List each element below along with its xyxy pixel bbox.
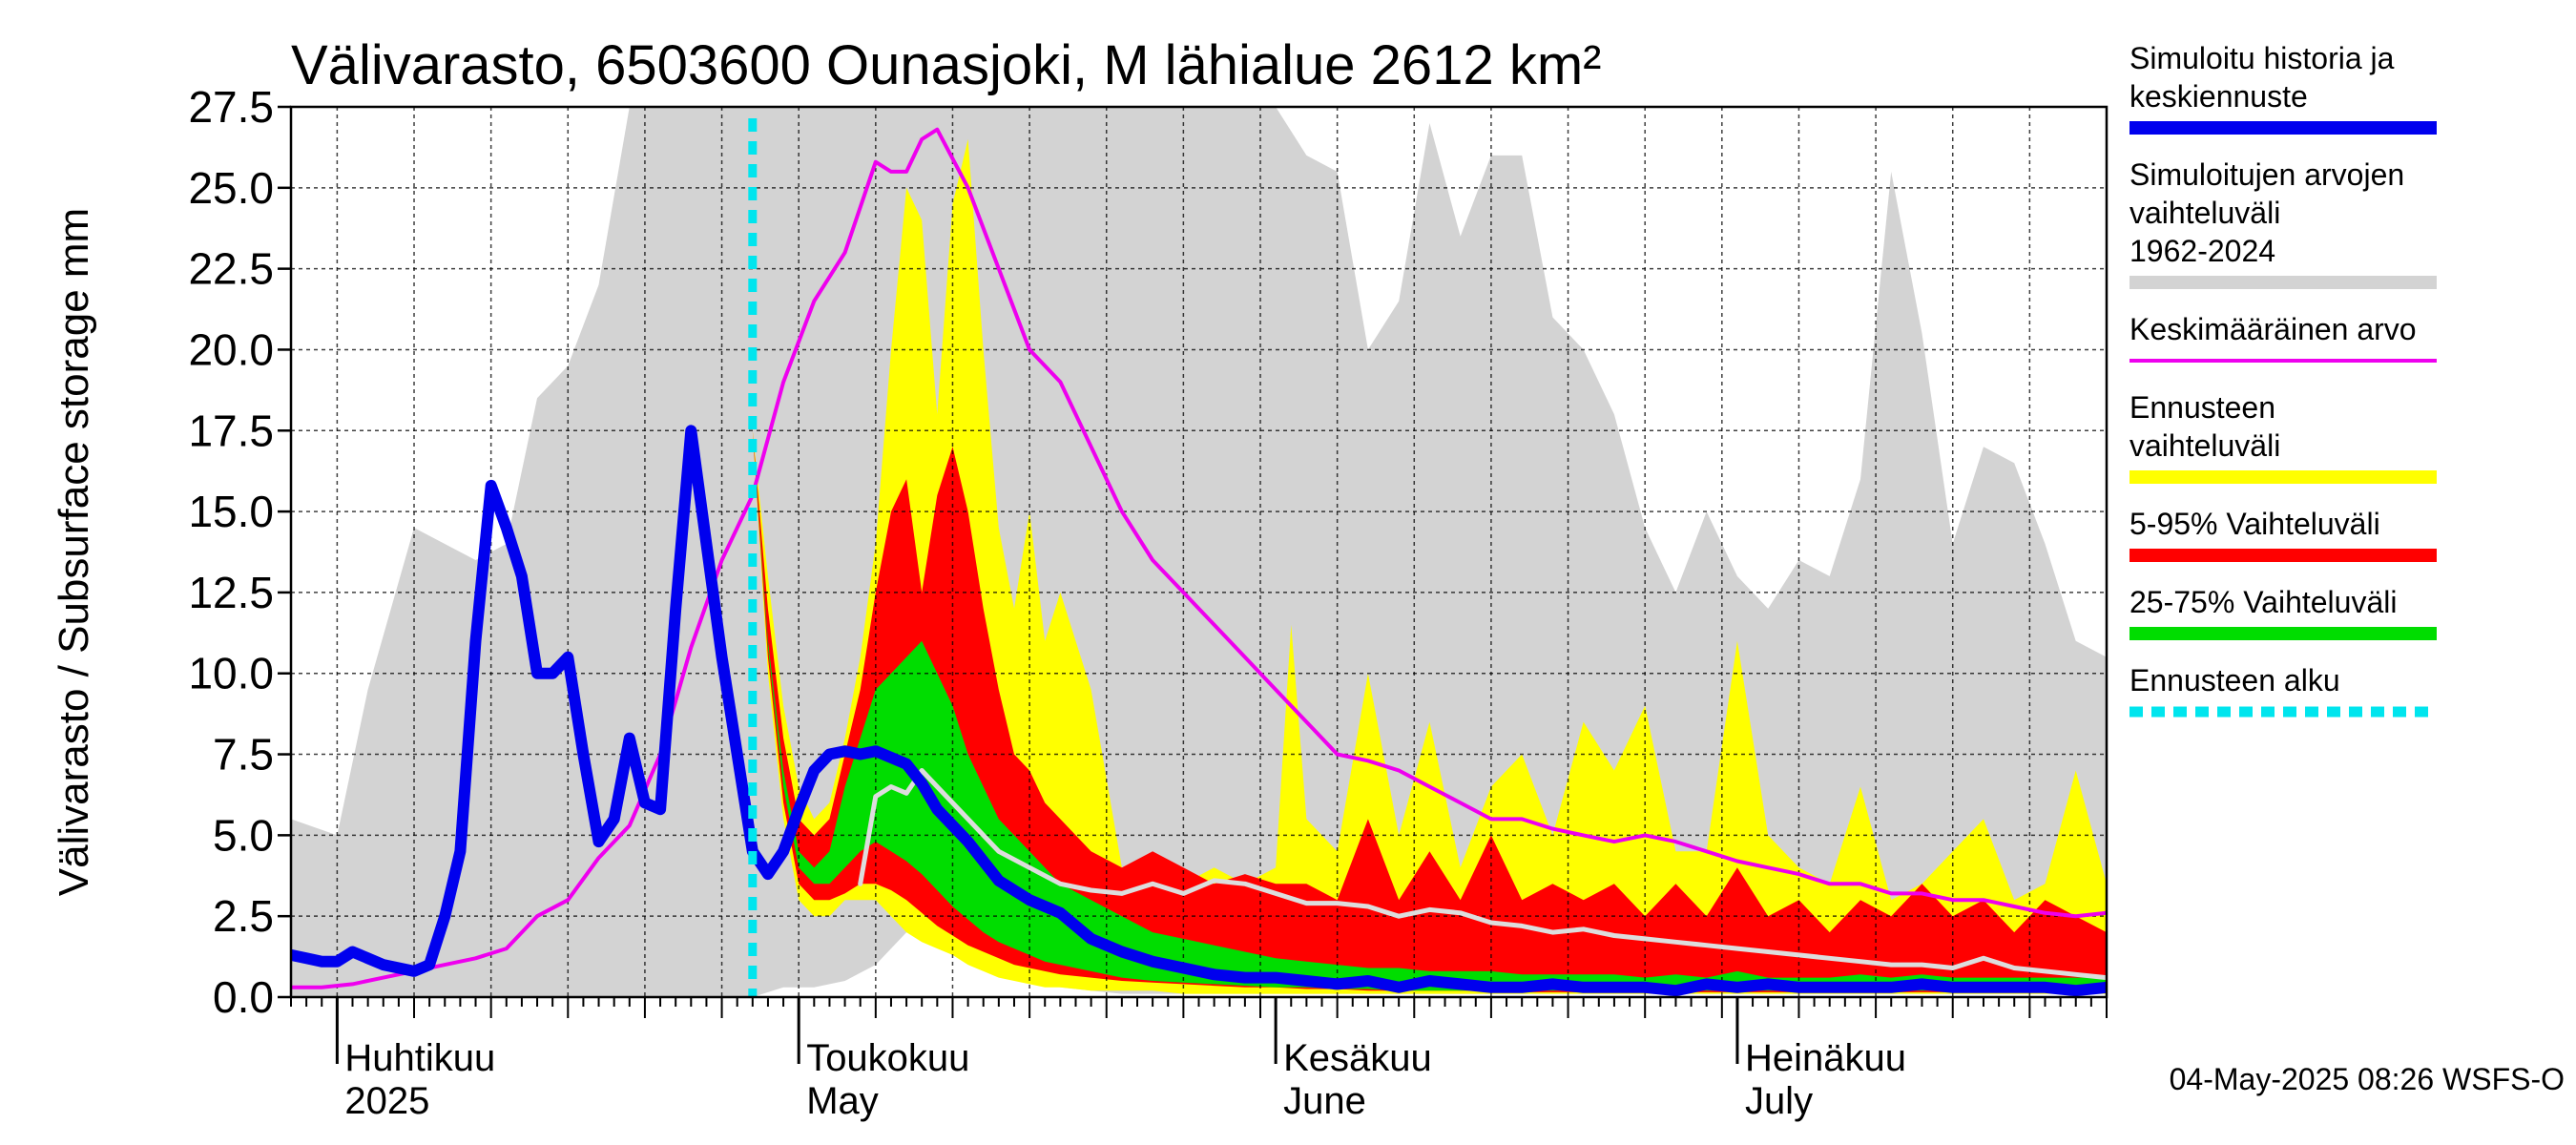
x-month-label: Huhtikuu: [344, 1037, 495, 1079]
legend-label: Simuloitujen arvojen: [2129, 157, 2404, 192]
grid: [291, 107, 2107, 997]
x-month-sublabel: July: [1745, 1080, 1813, 1122]
plot-area: [291, 107, 2107, 997]
legend-label: vaihteluväli: [2129, 428, 2280, 463]
history-line: [291, 425, 2107, 997]
legend: Simuloitu historia ja keskiennuste Simuloi…: [2129, 41, 2437, 718]
x-month-label: Heinäkuu: [1745, 1037, 1906, 1079]
median-forecast-line: [858, 768, 2107, 981]
y-tick-label: 15.0: [188, 487, 274, 536]
axes: 0.0 2.5 5.0 7.5 10.0 12.5 15.0 17.5 20.0 22.5 25.0…: [188, 82, 2109, 1122]
y-tick-label: 12.5: [188, 568, 274, 617]
x-month-label: Toukokuu: [806, 1037, 969, 1079]
legend-label: Keskimääräinen arvo: [2129, 312, 2417, 346]
legend-label: 25-75% Vaihteluväli: [2129, 585, 2397, 619]
y-axis-label: Välivarasto / Subsurface storage mm: [51, 208, 97, 896]
y-tick-label: 0.0: [213, 972, 274, 1022]
legend-label: Ennusteen alku: [2129, 663, 2340, 697]
y-tick-label: 17.5: [188, 406, 274, 455]
x-month-sublabel: 2025: [344, 1080, 429, 1122]
x-month-label: Kesäkuu: [1283, 1037, 1432, 1079]
plot-content: [291, 107, 2107, 997]
legend-label: 1962-2024: [2129, 234, 2275, 268]
mean-line: [291, 127, 2107, 989]
y-tick-label: 20.0: [188, 324, 274, 374]
x-month-sublabel: May: [806, 1080, 879, 1122]
y-tick-label: 7.5: [213, 730, 274, 780]
p5-95-band: [752, 430, 2107, 992]
y-tick-label: 22.5: [188, 244, 274, 294]
legend-label: Ennusteen: [2129, 390, 2275, 425]
x-month-sublabel: June: [1283, 1080, 1366, 1122]
y-tick-label: 5.0: [213, 810, 274, 860]
y-tick-label: 27.5: [188, 82, 274, 132]
historical-range-band: [291, 107, 2107, 997]
y-tick-label: 25.0: [188, 163, 274, 213]
legend-label: keskiennuste: [2129, 79, 2308, 114]
legend-label: vaihteluväli: [2129, 196, 2280, 230]
forecast-range-band: [752, 138, 2107, 994]
legend-label: Simuloitu historia ja: [2129, 41, 2395, 75]
timestamp-footer: 04-May-2025 08:26 WSFS-O: [2170, 1062, 2565, 1096]
legend-label: 5-95% Vaihteluväli: [2129, 507, 2380, 541]
y-tick-label: 10.0: [188, 649, 274, 698]
y-tick-label: 2.5: [213, 891, 274, 941]
chart-title: Välivarasto, 6503600 Ounasjoki, M lähial…: [291, 34, 1601, 96]
